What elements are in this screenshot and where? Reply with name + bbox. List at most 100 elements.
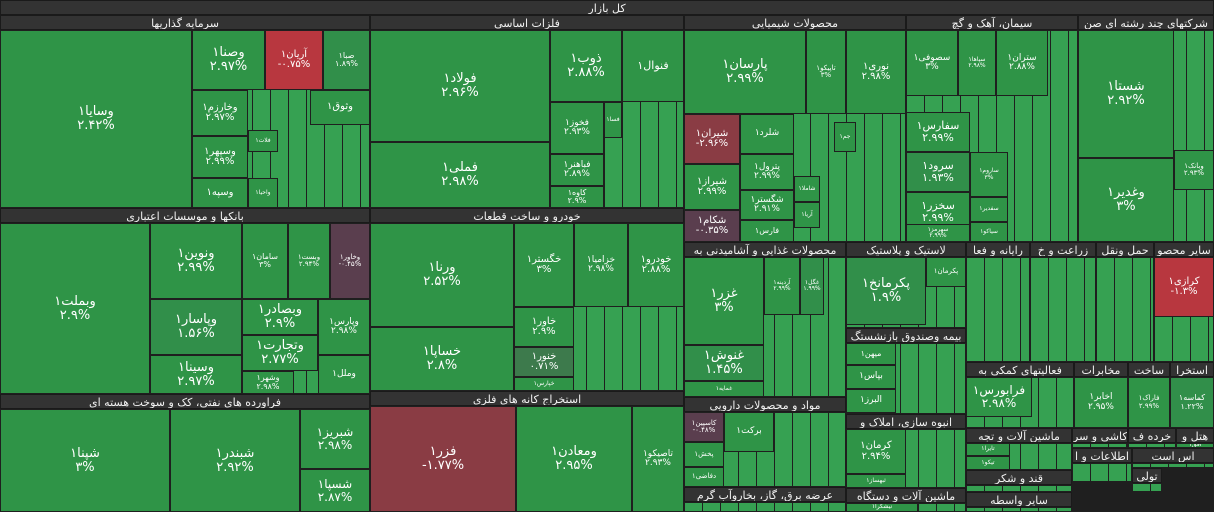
stock-tile[interactable]: خساپا۱ ۲.۸% xyxy=(370,327,514,391)
stock-tile[interactable]: وسپه۱ xyxy=(192,178,248,208)
stock-tile[interactable]: وشهر۱ ۲.۹۸% xyxy=(242,371,294,394)
stock-tile[interactable]: فلات۱ xyxy=(248,130,278,152)
sector-header: کاشی و سر xyxy=(1072,428,1128,443)
stock-tile[interactable]: ومعادن۱ ۲.۹۵% xyxy=(516,406,632,512)
stock-tile[interactable]: شگستر۱ ۲.۹۱% xyxy=(740,190,794,220)
stock-tile[interactable]: ساروم۱ ۳% xyxy=(970,152,1008,197)
stock-tile[interactable]: غگل۱ ۱.۹۹% xyxy=(800,257,824,315)
stock-tile[interactable]: وتجارت۱ ۲.۷۷% xyxy=(242,335,318,371)
stock-tile[interactable]: سهرمز۱ ۲.۹۹% xyxy=(906,224,970,242)
stock-tile[interactable]: فملی۱ ۲.۹۸% xyxy=(370,142,550,208)
stock-tile[interactable]: پکرمانخ۱ ۱.۹% xyxy=(846,257,926,325)
stock-tile[interactable]: فنوال۱ xyxy=(622,30,684,102)
stock-tile[interactable]: وپاسار۱ ۱.۵۶% xyxy=(150,299,242,355)
stock-tile[interactable]: اخابر۱ ۲.۹۵% xyxy=(1074,377,1128,428)
stock-tile[interactable]: فسا۱ xyxy=(604,102,622,138)
stock-tile[interactable]: ورنا۱ ۲.۵۲% xyxy=(370,223,514,327)
stock-tile[interactable]: خنور۱ ۰.۷۱% xyxy=(514,347,574,377)
stock-tile[interactable]: برکت۱ xyxy=(724,412,774,452)
stock-tile[interactable]: تیکو۱ xyxy=(966,456,1010,470)
stock-tile[interactable]: وخارزم۱ ۲.۹۷% xyxy=(192,90,248,136)
stock-tile[interactable]: فولاد۱ ۲.۹۶% xyxy=(370,30,550,142)
stock-tile[interactable]: شلرد۱ xyxy=(740,114,794,154)
stock-tile[interactable]: شبندر۱ ۲.۹۲% xyxy=(170,409,300,512)
stock-tile[interactable]: ذوب۱ ۲.۸۸% xyxy=(550,30,622,102)
stock-tile[interactable]: پترول۱ ۲.۹۹% xyxy=(740,154,794,190)
stock-tile[interactable]: کاوه۱ ۲.۹% xyxy=(550,186,604,208)
stock-tile[interactable]: خودرو۱ ۲.۸۸% xyxy=(628,223,684,307)
stock-tile[interactable]: وبست۱ ۲.۹۴% xyxy=(288,223,330,299)
stock-tile[interactable]: تایرا۱ xyxy=(966,443,1010,456)
stock-tile[interactable]: پخش۱ xyxy=(684,442,724,467)
stock-tile[interactable]: شسپا۱ ۲.۸۷% xyxy=(300,469,370,512)
sector-header: سایر محصو xyxy=(1154,242,1214,257)
stock-tile[interactable]: شیراز۱ ۲.۹۹% xyxy=(684,164,740,210)
stock-tile[interactable]: سیاکو۱ xyxy=(970,222,1008,242)
stock-tile[interactable]: سرود۱ ۱.۹۳% xyxy=(906,152,970,192)
stock-tile[interactable]: وبانک۱ ۲.۹۳% xyxy=(1174,150,1214,190)
stock-tile[interactable]: آریان۱ -۰.۷۵% xyxy=(265,30,323,90)
stock-tile[interactable]: فرابورس۱ ۲.۹۸% xyxy=(966,377,1032,417)
stock-tile[interactable]: شستا۱ ۲.۹۲% xyxy=(1078,30,1174,158)
stock-symbol: پکرمان۱ xyxy=(933,267,959,276)
stock-tile[interactable]: کرمان۱ ۲.۹۴% xyxy=(846,429,906,474)
stock-tile[interactable]: فاراک۱ ۲.۹۹% xyxy=(1128,377,1170,428)
stock-tile[interactable]: خپارس۱ xyxy=(514,377,574,391)
stock-tile[interactable]: سامان۱ ۳% xyxy=(242,223,288,299)
stock-tile[interactable]: نیشکرا۱ xyxy=(846,503,918,512)
stock-tile[interactable]: خاور۱ ۲.۹% xyxy=(514,307,574,347)
stock-tile[interactable]: کماسه۱ ۱.۲۲% xyxy=(1170,377,1214,428)
stock-tile[interactable]: فخوز۱ ۲.۹۳% xyxy=(550,102,604,154)
stock-tile[interactable]: وسپهر۱ ۲.۹۹% xyxy=(192,136,248,178)
stock-tile[interactable]: البرز۱ xyxy=(846,389,896,413)
stock-tile[interactable]: شاملا۱ xyxy=(794,176,820,202)
stock-tile[interactable]: وبصادر۱ ۲.۹% xyxy=(242,299,318,335)
stock-tile[interactable]: واحیا۱ xyxy=(248,178,278,208)
stock-tile[interactable]: وسایا۱ ۲.۴۲% xyxy=(0,30,192,208)
stock-tile[interactable]: سفارس۱ ۲.۹۹% xyxy=(906,112,970,152)
stock-tile[interactable]: غنوش۱ ۱.۴۵% xyxy=(684,345,764,381)
stock-tile[interactable]: سصوفی۱ ۳% xyxy=(906,30,958,96)
stock-tile[interactable]: ونوین۱ ۲.۹۹% xyxy=(150,223,242,299)
stock-tile[interactable]: ثبهساز۱ xyxy=(846,474,906,488)
stock-tile[interactable]: وخاور۱ -۰.۴۵% xyxy=(330,223,370,299)
stock-tile[interactable]: کاسپین۱ -۰.۴۸% xyxy=(684,412,724,442)
stock-change: ۲.۹% xyxy=(59,307,91,323)
stock-tile[interactable]: وصنا۱ ۲.۹۷% xyxy=(192,30,265,90)
stock-tile[interactable]: شبریز۱ ۲.۹۸% xyxy=(300,409,370,469)
stock-tile[interactable]: ستران۱ ۲.۸۸% xyxy=(996,30,1048,96)
stock-tile[interactable]: آریا۱ xyxy=(794,202,820,228)
stock-tile[interactable]: تاصیکو۱ ۲.۹۳% xyxy=(632,406,684,512)
stock-tile[interactable]: سفدیر۱ xyxy=(970,197,1008,222)
stock-tile[interactable]: وثوق۱ xyxy=(310,90,370,125)
stock-tile[interactable]: خگستر۱ ۳% xyxy=(514,223,574,307)
sector-header: ساخت xyxy=(1128,362,1170,377)
stock-tile[interactable]: کرازی۱ -۱.۳% xyxy=(1154,257,1214,317)
stock-tile[interactable]: وسینا۱ ۲.۹۷% xyxy=(150,355,242,394)
stock-tile[interactable]: شیران۱ -۲.۹۶% xyxy=(684,114,740,164)
stock-tile[interactable]: دفاضی۱ xyxy=(684,467,724,487)
stock-tile[interactable]: خزامیا۱ ۲.۹۸% xyxy=(574,223,628,307)
stock-tile[interactable]: بپاس۱ xyxy=(846,365,896,389)
stock-tile[interactable]: وغدیر۱ ۳% xyxy=(1078,158,1174,242)
stock-tile[interactable]: پکرمان۱ xyxy=(926,257,966,287)
stock-tile[interactable]: وملل۱ xyxy=(318,355,370,394)
stock-tile[interactable]: غمایه۱ xyxy=(684,381,764,397)
stock-tile[interactable]: وپارس۱ ۲.۹۸% xyxy=(318,299,370,355)
stock-tile[interactable]: فباهنر۱ ۲.۸۹% xyxy=(550,154,604,186)
stock-tile[interactable]: جم۱ xyxy=(834,122,856,152)
stock-tile[interactable]: غزر۱ ۳% xyxy=(684,257,764,345)
stock-tile[interactable]: وبملت۱ ۲.۹% xyxy=(0,223,150,394)
stock-tile[interactable]: تاپیکو۱ ۳% xyxy=(806,30,846,114)
stock-tile[interactable]: شکام۱ -۰.۳۵% xyxy=(684,210,740,242)
stock-symbol: شاملا۱ xyxy=(798,184,816,192)
stock-tile[interactable]: نوری۱ ۲.۹۸% xyxy=(846,30,906,114)
stock-tile[interactable]: فارس۱ xyxy=(740,220,794,242)
stock-tile[interactable]: شپنا۱ ۳% xyxy=(0,409,170,512)
stock-tile[interactable]: سپاها۱ ۲.۹۸% xyxy=(958,30,996,96)
stock-tile[interactable]: میهن۱ xyxy=(846,343,896,365)
stock-tile[interactable]: صبا۱ ۱.۸۹% xyxy=(323,30,370,90)
stock-tile[interactable]: آردینه۱ ۲.۹۹% xyxy=(764,257,800,315)
stock-tile[interactable]: فزر۱ -۱.۷۷% xyxy=(370,406,516,512)
stock-tile[interactable]: پارسان۱ ۲.۹۹% xyxy=(684,30,806,114)
